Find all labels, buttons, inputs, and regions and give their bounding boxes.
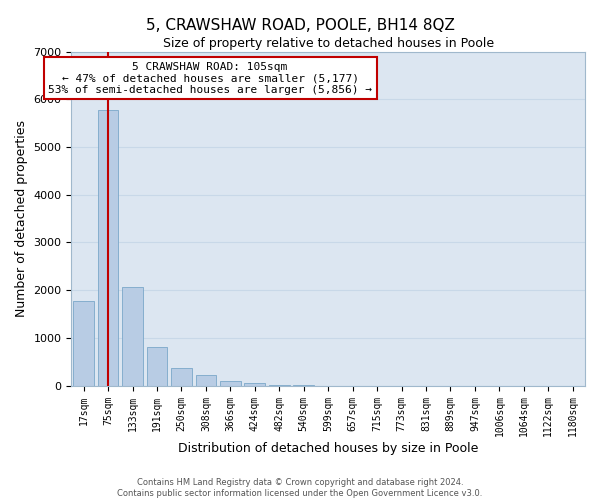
Bar	[171, 368, 192, 386]
Text: Contains HM Land Registry data © Crown copyright and database right 2024.
Contai: Contains HM Land Registry data © Crown c…	[118, 478, 482, 498]
Y-axis label: Number of detached properties: Number of detached properties	[15, 120, 28, 317]
X-axis label: Distribution of detached houses by size in Poole: Distribution of detached houses by size …	[178, 442, 478, 455]
Text: 5 CRAWSHAW ROAD: 105sqm
← 47% of detached houses are smaller (5,177)
53% of semi: 5 CRAWSHAW ROAD: 105sqm ← 47% of detache…	[48, 62, 372, 95]
Bar	[269, 384, 290, 386]
Text: 5, CRAWSHAW ROAD, POOLE, BH14 8QZ: 5, CRAWSHAW ROAD, POOLE, BH14 8QZ	[146, 18, 454, 32]
Title: Size of property relative to detached houses in Poole: Size of property relative to detached ho…	[163, 38, 494, 51]
Bar	[146, 347, 167, 386]
Bar	[196, 376, 217, 386]
Bar	[98, 110, 118, 386]
Bar	[244, 383, 265, 386]
Bar	[122, 288, 143, 386]
Bar	[73, 300, 94, 386]
Bar	[220, 381, 241, 386]
